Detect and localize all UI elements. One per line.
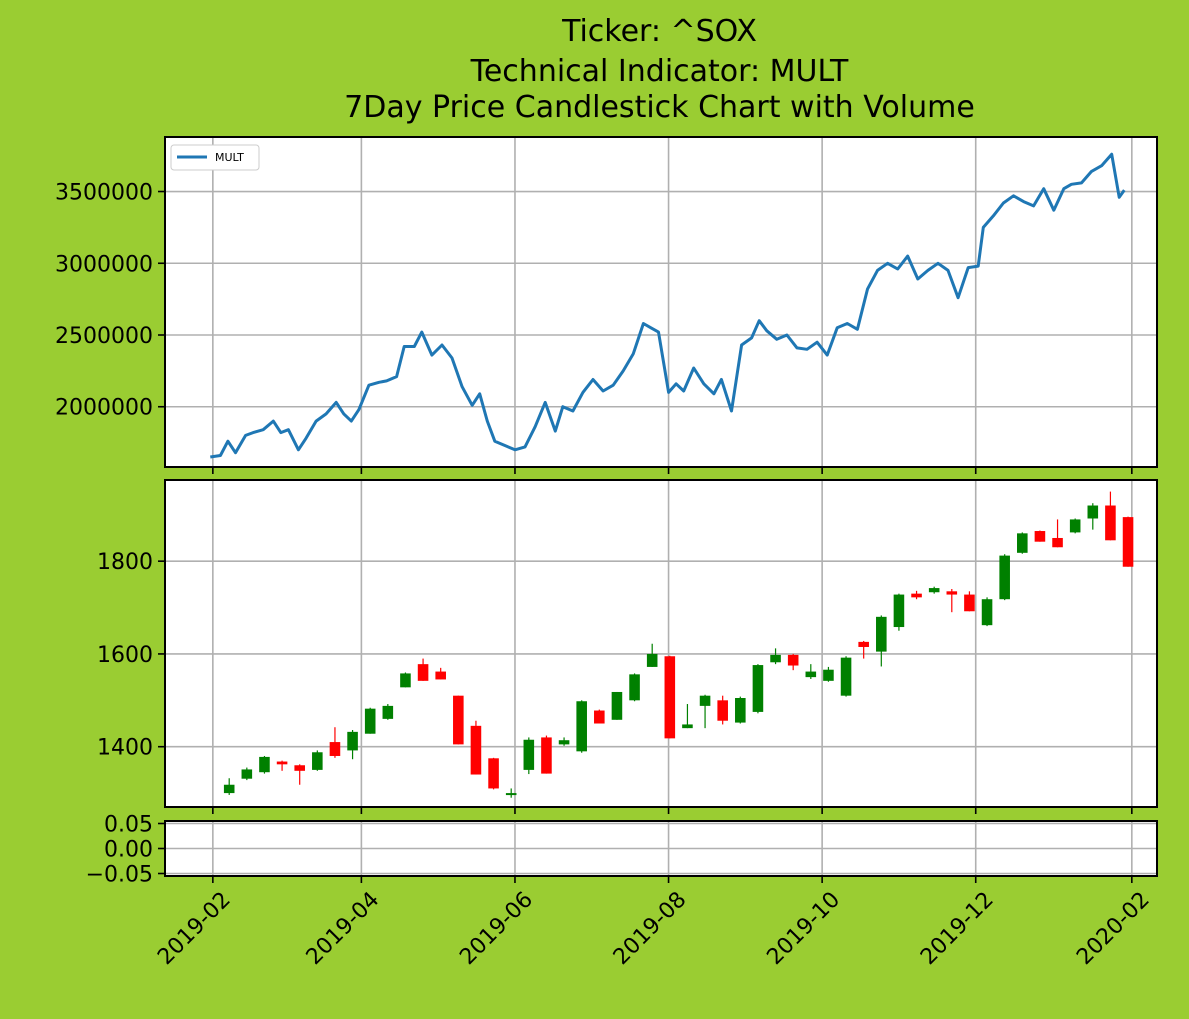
candle-body-42 bbox=[964, 594, 975, 612]
candle-body-50 bbox=[1105, 505, 1116, 541]
candle-body-17 bbox=[523, 739, 535, 770]
candle-body-2 bbox=[259, 756, 270, 773]
indicator-ytick-label-0: 2000000 bbox=[55, 396, 153, 421]
candle-body-44 bbox=[999, 555, 1010, 600]
price-ytick-label-1: 1600 bbox=[97, 643, 153, 668]
candle-body-51 bbox=[1122, 517, 1134, 567]
indicator-ytick-label-2: 3000000 bbox=[55, 252, 153, 277]
candle-body-46 bbox=[1034, 531, 1046, 542]
xtick-label-4: 2019-10 bbox=[762, 887, 845, 970]
candle-body-34 bbox=[823, 669, 834, 681]
chart-title-line-2: Technical Indicator: MULT bbox=[470, 54, 849, 89]
candle-body-9 bbox=[382, 705, 394, 719]
xtick-label-5: 2019-12 bbox=[916, 887, 999, 970]
indicator-panel: 2000000 2500000 3000000 3500000 MULT bbox=[55, 136, 1158, 474]
candle-body-36 bbox=[858, 641, 869, 647]
candle-body-45 bbox=[1017, 533, 1028, 553]
candle-body-14 bbox=[470, 725, 482, 775]
indicator-ytick-label-1: 2500000 bbox=[55, 324, 153, 349]
legend-label: MULT bbox=[215, 151, 244, 164]
candle-body-24 bbox=[646, 653, 658, 667]
x-axis: 2019-02 2019-04 2019-06 2019-08 2019-10 2019-… bbox=[153, 887, 1155, 970]
candle-body-5 bbox=[312, 752, 323, 770]
candlestick-panel: 1400 1600 1800 bbox=[97, 479, 1158, 814]
candle-body-37 bbox=[876, 616, 887, 652]
candle-body-4 bbox=[294, 765, 305, 771]
candle-body-6 bbox=[329, 742, 341, 756]
candle-body-30 bbox=[752, 665, 764, 712]
candle-body-40 bbox=[928, 588, 940, 593]
chart-title-line-1: Ticker: ^SOX bbox=[562, 14, 757, 49]
price-ytick-label-0: 1400 bbox=[97, 736, 153, 761]
candle-body-38 bbox=[893, 594, 905, 628]
candle-body-12 bbox=[435, 671, 446, 680]
candle-body-28 bbox=[717, 700, 728, 721]
xtick-label-6: 2020-02 bbox=[1072, 887, 1155, 970]
mult-series-line bbox=[210, 152, 1126, 459]
chart-title-line-3: 7Day Price Candlestick Chart with Volume bbox=[344, 90, 975, 125]
candle-body-35 bbox=[840, 657, 852, 696]
candle-body-33 bbox=[805, 671, 817, 678]
candle-body-48 bbox=[1069, 519, 1081, 533]
volume-ytick-label-0: −0.05 bbox=[86, 863, 153, 888]
candle-body-49 bbox=[1087, 505, 1099, 519]
indicator-frame bbox=[164, 136, 1158, 468]
indicator-plot-area bbox=[165, 137, 1157, 467]
candle-body-10 bbox=[400, 673, 411, 688]
candle-body-41 bbox=[946, 591, 958, 595]
candle-body-22 bbox=[611, 691, 623, 720]
xtick-label-3: 2019-08 bbox=[609, 887, 692, 970]
price-ytick-label-2: 1800 bbox=[97, 550, 153, 575]
candle-body-47 bbox=[1052, 537, 1063, 548]
xtick-label-2: 2019-06 bbox=[455, 887, 538, 970]
candle-body-27 bbox=[699, 695, 711, 706]
candle-body-29 bbox=[735, 698, 746, 723]
candle-body-8 bbox=[364, 708, 376, 734]
candle-body-7 bbox=[347, 731, 358, 751]
volume-ytick-label-2: 0.05 bbox=[104, 813, 153, 838]
xtick-label-1: 2019-04 bbox=[302, 887, 385, 970]
indicator-ytick-label-3: 3500000 bbox=[55, 181, 153, 206]
candle-body-25 bbox=[664, 656, 676, 739]
candle-body-32 bbox=[787, 654, 799, 666]
candle-body-43 bbox=[981, 599, 993, 626]
candle-body-26 bbox=[682, 724, 693, 729]
candle-body-18 bbox=[541, 737, 552, 774]
volume-panel: −0.050.000.05 bbox=[86, 813, 1158, 888]
candle-body-21 bbox=[594, 710, 605, 724]
volume-frame bbox=[164, 820, 1158, 877]
xtick-label-0: 2019-02 bbox=[153, 887, 236, 970]
candle-body-23 bbox=[629, 674, 640, 701]
candle-body-11 bbox=[417, 664, 429, 681]
volume-ytick-label-1: 0.00 bbox=[104, 838, 153, 863]
legend-box bbox=[170, 144, 260, 171]
legend: MULT bbox=[170, 144, 260, 171]
candle-body-1 bbox=[241, 769, 253, 779]
price-frame bbox=[164, 479, 1158, 808]
candle-body-15 bbox=[488, 758, 499, 789]
candle-body-19 bbox=[558, 740, 570, 745]
candle-body-39 bbox=[911, 593, 922, 598]
candle-body-13 bbox=[453, 695, 464, 745]
candle-body-31 bbox=[770, 654, 781, 663]
candle-body-16 bbox=[505, 793, 517, 796]
candle-body-20 bbox=[576, 701, 587, 752]
candle-body-0 bbox=[223, 784, 235, 794]
candle-body-3 bbox=[276, 761, 288, 765]
